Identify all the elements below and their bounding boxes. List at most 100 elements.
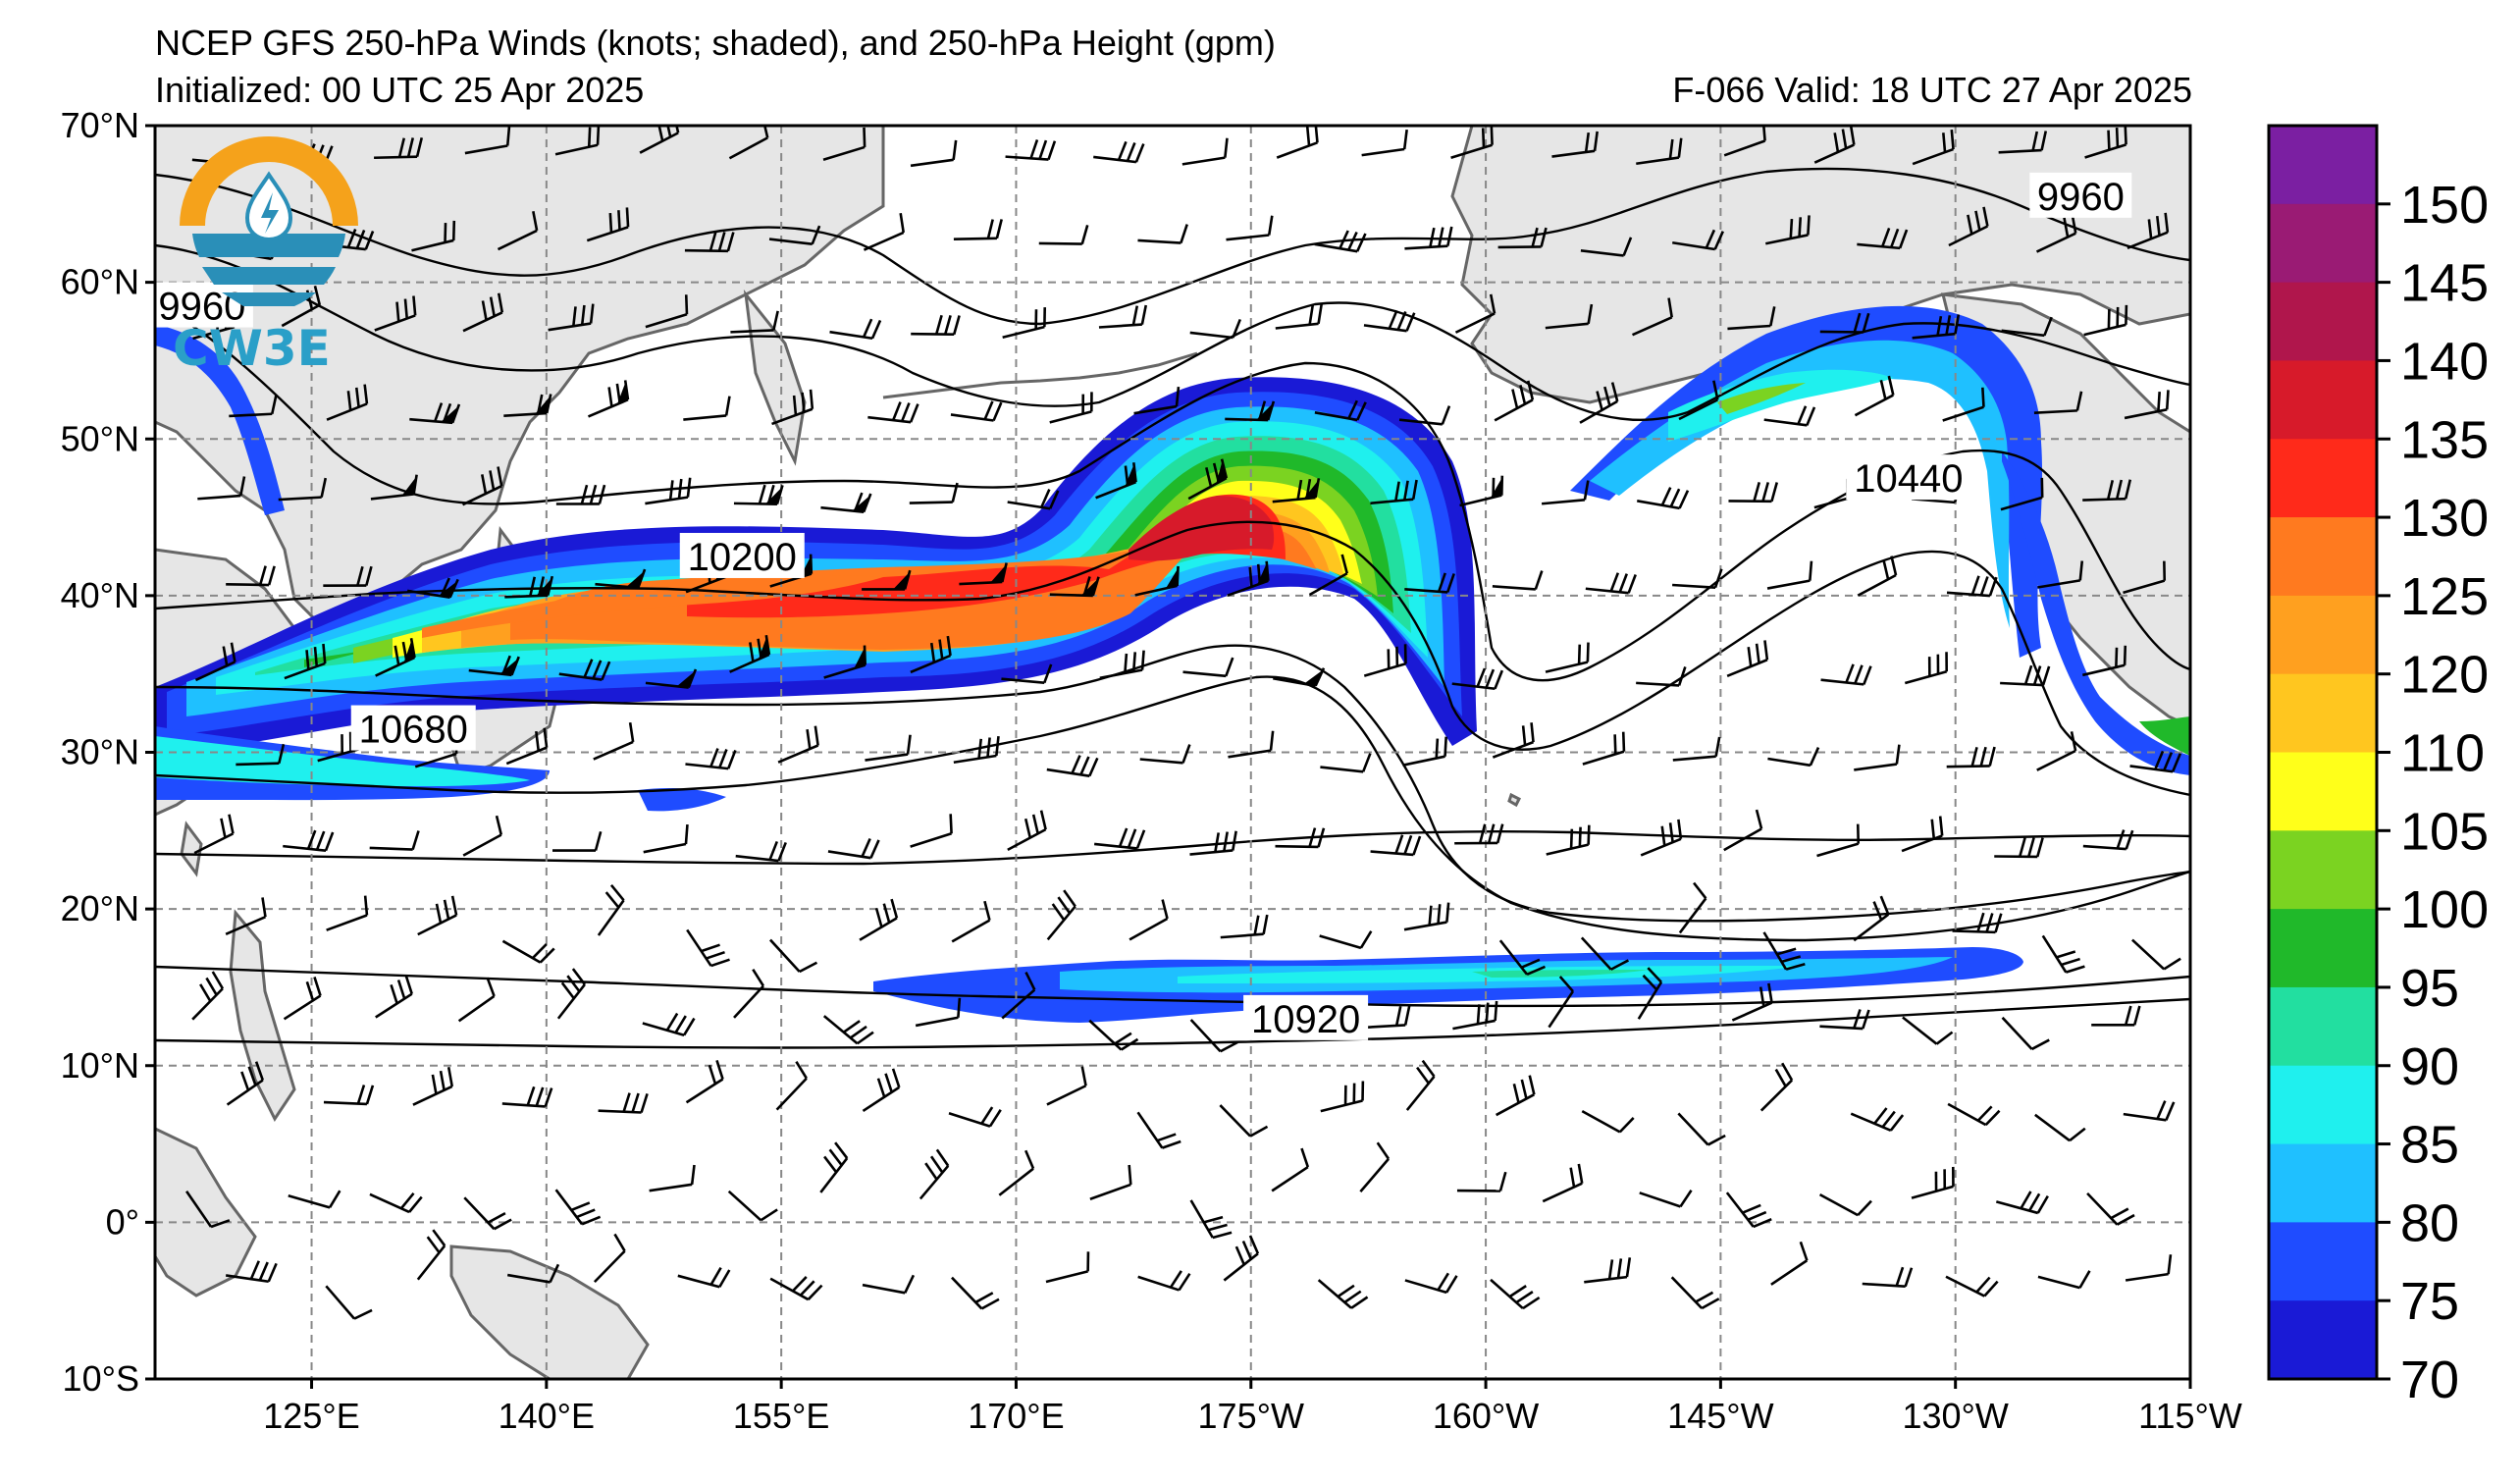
wind-barb: [191, 971, 225, 1021]
wind-barb: [1219, 1104, 1269, 1138]
wind-barb: [462, 815, 503, 857]
wind-barb: [197, 476, 246, 501]
lon-tick-label: 115°W: [2138, 1396, 2242, 1436]
wind-barb: [1361, 129, 1408, 157]
wind-barb: [1317, 1279, 1369, 1309]
wind-barb: [820, 492, 872, 513]
colorbar-swatch: [2269, 282, 2377, 361]
wind-barb: [374, 136, 424, 160]
wind-barb: [369, 830, 420, 851]
wind-barb: [915, 997, 962, 1028]
wind-barb: [2034, 1113, 2086, 1142]
wind-barb: [1275, 303, 1323, 330]
wind-barb: [1363, 644, 1407, 677]
logo-water-wave-2: [222, 292, 316, 306]
wind-barb: [1579, 382, 1619, 424]
wind-barb: [1362, 1005, 1411, 1030]
wind-barb: [554, 126, 601, 156]
colorbar-swatch: [2269, 1222, 2377, 1301]
wind-barb: [556, 968, 586, 1020]
colorbar-swatch: [2269, 126, 2377, 205]
wind-barb: [1189, 1199, 1233, 1240]
contour-label: 10440: [1846, 454, 1971, 501]
wind-barb: [769, 938, 818, 974]
wind-barb: [326, 384, 369, 421]
wind-barb: [1129, 899, 1169, 941]
wind-barb: [1637, 967, 1663, 1020]
height-contour-line: [155, 302, 2190, 682]
lon-tick-label: 125°E: [263, 1396, 359, 1436]
wind-barb: [2082, 829, 2134, 851]
wind-barb: [1492, 722, 1535, 759]
wind-barb: [1670, 1276, 1720, 1310]
jet-sub-90: [1472, 970, 1649, 978]
wind-barb: [1088, 1019, 1139, 1051]
wind-barb: [910, 635, 952, 674]
wind-barb: [554, 1189, 602, 1226]
wind-barb: [1319, 930, 1373, 950]
wind-barb: [1541, 480, 1590, 505]
wind-barb: [1765, 215, 1811, 245]
wind-barb: [288, 1190, 341, 1209]
wind-barb: [677, 1266, 731, 1289]
wind-barb: [503, 394, 552, 417]
wind-barb: [1496, 1075, 1536, 1117]
colorbar-swatch: [2269, 909, 2377, 988]
wind-barb: [1637, 487, 1690, 510]
wind-barb: [1452, 1000, 1498, 1031]
wind-barb: [1404, 572, 1455, 594]
wind-barb: [1854, 744, 1901, 771]
contour-label-text: 10440: [1854, 457, 1963, 501]
wind-barb: [686, 928, 730, 968]
wind-barb: [953, 219, 1003, 241]
wind-barb: [284, 643, 327, 680]
initialized-time: Initialized: 00 UTC 25 Apr 2025: [155, 70, 645, 110]
wind-barb: [1726, 640, 1769, 677]
wind-barb: [1136, 1111, 1181, 1149]
wind-barb: [1220, 914, 1269, 939]
wind-barb: [226, 565, 276, 587]
wind-barb: [1272, 478, 1321, 503]
wind-barb: [2086, 1192, 2135, 1226]
wind-barb: [1947, 1102, 2001, 1127]
wind-barb: [1770, 1241, 1809, 1286]
wind-barb: [406, 577, 459, 599]
chart-title: NCEP GFS 250-hPa Winds (knots; shaded), …: [155, 23, 1276, 63]
wind-barb: [1404, 1272, 1458, 1295]
wind-barb: [1001, 663, 1053, 684]
lon-tick-label: 170°E: [968, 1396, 1064, 1436]
colorbar-label: 120: [2400, 646, 2489, 705]
wind-barb: [1273, 667, 1326, 688]
wind-barb: [1002, 307, 1047, 339]
wind-barb: [1545, 642, 1590, 673]
wind-barb: [501, 1086, 553, 1108]
wind-barb: [1636, 137, 1683, 166]
lat-tick-label: 10°N: [61, 1045, 139, 1086]
colorbar-label: 135: [2400, 410, 2489, 469]
height-contour-line: [155, 243, 2190, 422]
wind-barb: [1678, 380, 1719, 421]
land-hawaii: [1507, 792, 1522, 808]
wind-barb: [733, 968, 765, 1019]
wind-barb: [1545, 303, 1594, 330]
wind-barb: [1853, 895, 1890, 942]
wind-barb: [229, 394, 278, 418]
contour-label-text: 9960: [158, 286, 245, 329]
wind-barb: [1370, 834, 1422, 857]
wind-barb: [369, 1192, 423, 1214]
wind-barb: [1137, 1270, 1191, 1292]
height-contour-line: [155, 167, 2190, 326]
wind-barb: [1672, 568, 1723, 590]
wind-barb: [951, 1276, 1000, 1310]
wind-barb: [1314, 230, 1367, 253]
contour-label-text: 10680: [359, 709, 468, 752]
wind-barb: [1320, 753, 1372, 773]
jet-band-125-west: [422, 574, 883, 638]
contour-label-text: 10920: [1251, 998, 1360, 1041]
wind-barb: [867, 401, 919, 424]
wind-barb: [326, 895, 369, 931]
wind-barb: [1093, 140, 1145, 164]
wind-barb: [1678, 881, 1707, 934]
wind-barb: [1046, 889, 1076, 941]
